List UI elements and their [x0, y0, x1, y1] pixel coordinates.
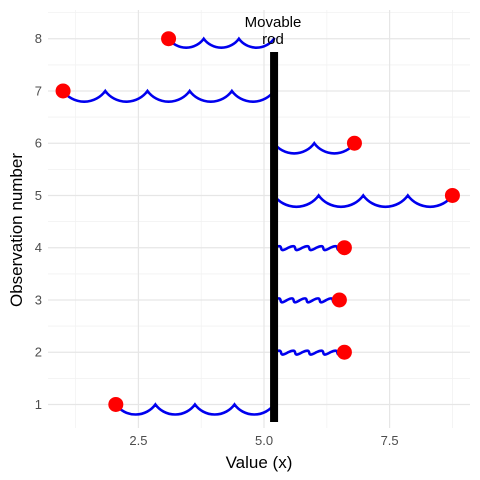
y-tick-label: 8: [35, 31, 42, 46]
y-axis-title: Observation number: [7, 153, 26, 307]
rod-group: [270, 52, 279, 422]
spring-obs-4: [272, 244, 346, 252]
spring-obs-6: [272, 141, 356, 155]
point-obs-6: [346, 135, 362, 151]
y-tick-label: 2: [35, 345, 42, 360]
x-tick-label: 7.5: [381, 433, 399, 448]
point-obs-4: [336, 240, 352, 256]
movable-rod: [270, 52, 279, 422]
x-tick-label: 2.5: [129, 433, 147, 448]
rod-label-line2: rod: [262, 31, 284, 48]
y-tick-label: 5: [35, 188, 42, 203]
point-obs-1: [108, 396, 124, 412]
y-tick-label: 1: [35, 397, 42, 412]
x-tick-label: 5.0: [255, 433, 273, 448]
point-obs-7: [55, 83, 71, 99]
point-obs-8: [161, 31, 177, 47]
axes: 2.5 5.0 7.5 1 2 3 4 5 6 7 8: [35, 31, 399, 448]
y-tick-label: 7: [35, 83, 42, 98]
x-axis-title: Value (x): [226, 453, 293, 472]
y-tick-label: 6: [35, 136, 42, 151]
spring-obs-2: [272, 349, 346, 356]
rod-label-line1: Movable: [245, 14, 302, 31]
spring-obs-7: [61, 88, 276, 103]
spring-obs-8: [167, 36, 276, 49]
point-obs-3: [331, 292, 347, 308]
point-obs-5: [444, 187, 460, 203]
spring-obs-5: [272, 193, 454, 209]
springs: [61, 36, 454, 416]
y-tick-label: 3: [35, 292, 42, 307]
spring-obs-3: [272, 297, 341, 304]
spring-obs-1: [114, 402, 276, 416]
point-obs-2: [336, 344, 352, 360]
grid: [48, 10, 470, 428]
points: [55, 31, 460, 412]
y-tick-label: 4: [35, 240, 42, 255]
